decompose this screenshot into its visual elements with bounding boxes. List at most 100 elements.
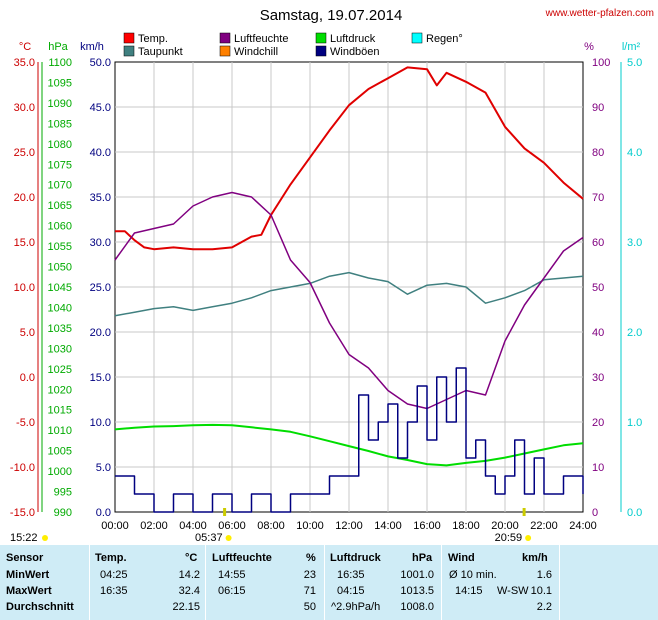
header-wind: Wind: [448, 552, 475, 564]
series-taupunkt: [114, 271, 584, 317]
wind-axis-tick: 30.0: [90, 237, 111, 249]
pressure-axis-tick: 1060: [48, 221, 72, 233]
wind-time: Ø 10 min.: [449, 569, 497, 581]
x-tick: 02:00: [140, 520, 168, 532]
header-sensor: Sensor: [6, 552, 44, 564]
rain-axis-tick: 3.0: [627, 237, 642, 249]
pressure-axis-tick: 1025: [48, 364, 72, 376]
wind-time: 14:15: [455, 585, 483, 597]
humidity-axis-tick: 10: [592, 462, 604, 474]
row-label: MaxWert: [6, 585, 52, 597]
moonrise-time: 15:22: [10, 532, 38, 544]
chart-legend: Temp. Luftfeuchte Luftdruck Regen° Taupunkt W…: [123, 32, 463, 58]
series-luftdruck: [114, 423, 584, 467]
wind-axis-tick: 15.0: [90, 372, 111, 384]
header-humidity: Luftfeuchte: [212, 552, 272, 564]
pressure-value: 1013.5: [400, 585, 434, 597]
wind-axis-tick: 20.0: [90, 327, 111, 339]
legend-swatch: [411, 32, 423, 44]
pressure-time: 16:35: [337, 569, 365, 581]
pressure-axis-tick: 1000: [48, 466, 72, 478]
sun-markers: 05:37 20:59 15:22: [10, 508, 532, 544]
temp-axis-tick: 35.0: [14, 57, 35, 69]
rain-axis-tick: 1.0: [627, 417, 642, 429]
pressure-axis-unit: hPa: [48, 41, 68, 53]
temp-axis-tick: 30.0: [14, 102, 35, 114]
temp-value: 14.2: [178, 569, 200, 581]
pressure-axis-tick: 1040: [48, 302, 72, 314]
x-tick: 20:00: [491, 520, 519, 532]
wind-axis-tick: 35.0: [90, 192, 111, 204]
temp-axis-tick: 5.0: [20, 327, 35, 339]
pressure-axis-tick: 1055: [48, 241, 72, 253]
row-label: MinWert: [6, 569, 50, 581]
header-temp-unit: °C: [185, 552, 198, 564]
wind-axis-tick: 10.0: [90, 417, 111, 429]
legend-swatch: [123, 45, 135, 57]
rain-axis-unit: l/m²: [622, 41, 641, 53]
chart-grid: [115, 62, 583, 512]
temp-axis-tick: -15.0: [10, 507, 35, 519]
humidity-axis-tick: 40: [592, 327, 604, 339]
x-tick: 12:00: [335, 520, 363, 532]
legend-label: Luftfeuchte: [234, 33, 288, 45]
wind-value: 2.2: [536, 601, 552, 613]
legend-label: Windböen: [330, 46, 380, 58]
wind-axis-tick: 5.0: [96, 462, 111, 474]
pressure-axis-tick: 1090: [48, 98, 72, 110]
temp-axis-tick: -10.0: [10, 462, 35, 474]
wind-axis-tick: 40.0: [90, 147, 111, 159]
pressure-axis-tick: 1080: [48, 139, 72, 151]
wind-axis-unit: km/h: [80, 41, 104, 53]
temp-time: 04:25: [100, 569, 128, 581]
pressure-axis-tick: 1085: [48, 118, 72, 130]
table-divider: [559, 545, 560, 620]
temp-axis-unit: °C: [19, 41, 31, 53]
header-humidity-unit: %: [306, 552, 316, 564]
pressure-axis-tick: 1100: [48, 57, 72, 69]
x-tick: 10:00: [296, 520, 324, 532]
humidity-time: 06:15: [218, 585, 246, 597]
humidity-axis-tick: 90: [592, 102, 604, 114]
rain-axis-tick: 5.0: [627, 57, 642, 69]
source-link[interactable]: www.wetter-pfalzen.com: [545, 8, 654, 19]
temp-axis-tick: 20.0: [14, 192, 35, 204]
x-tick: 22:00: [530, 520, 558, 532]
temp-axis-tick: 25.0: [14, 147, 35, 159]
series-luftfeuchte: [114, 191, 584, 410]
humidity-value: 71: [303, 585, 316, 597]
temp-axis-tick: 10.0: [14, 282, 35, 294]
wind-axis-tick: 0.0: [96, 507, 111, 519]
pressure-axis-tick: 1045: [48, 282, 72, 294]
temp-value: 22.15: [172, 601, 200, 613]
legend-swatch: [315, 32, 327, 44]
pressure-axis-tick: 1095: [48, 77, 72, 89]
series-windben: [115, 367, 584, 513]
wind-value: 1.6: [536, 569, 552, 581]
row-label: Durchschnitt: [6, 601, 74, 613]
table-divider: [441, 545, 442, 620]
x-tick: 06:00: [218, 520, 246, 532]
pressure-axis-tick: 1015: [48, 405, 72, 417]
legend-label: Regen°: [426, 33, 463, 45]
pressure-axis-tick: 1005: [48, 446, 72, 458]
legend-label: Temp.: [138, 33, 168, 45]
pressure-axis-tick: 1020: [48, 384, 72, 396]
statistics-table: Sensor Temp. °C Luftfeuchte % Luftdruck …: [0, 545, 658, 620]
weather-chart: Samstag, 19.07.2014 www.wetter-pfalzen.c…: [10, 7, 654, 544]
temp-axis-tick: -5.0: [16, 417, 35, 429]
header-pressure: Luftdruck: [330, 552, 381, 564]
pressure-axis-tick: 990: [54, 507, 72, 519]
wind-value: 10.1: [530, 585, 552, 597]
table-divider: [205, 545, 206, 620]
wind-axis-tick: 45.0: [90, 102, 111, 114]
chart-title: Samstag, 19.07.2014: [260, 7, 403, 24]
x-tick: 14:00: [374, 520, 402, 532]
header-wind-unit: km/h: [522, 552, 548, 564]
pressure-axis-tick: 1010: [48, 425, 72, 437]
humidity-axis-tick: 30: [592, 372, 604, 384]
humidity-axis-tick: 60: [592, 237, 604, 249]
humidity-value: 50: [303, 601, 316, 613]
pressure-axis-tick: 1065: [48, 200, 72, 212]
humidity-axis-unit: %: [584, 41, 594, 53]
